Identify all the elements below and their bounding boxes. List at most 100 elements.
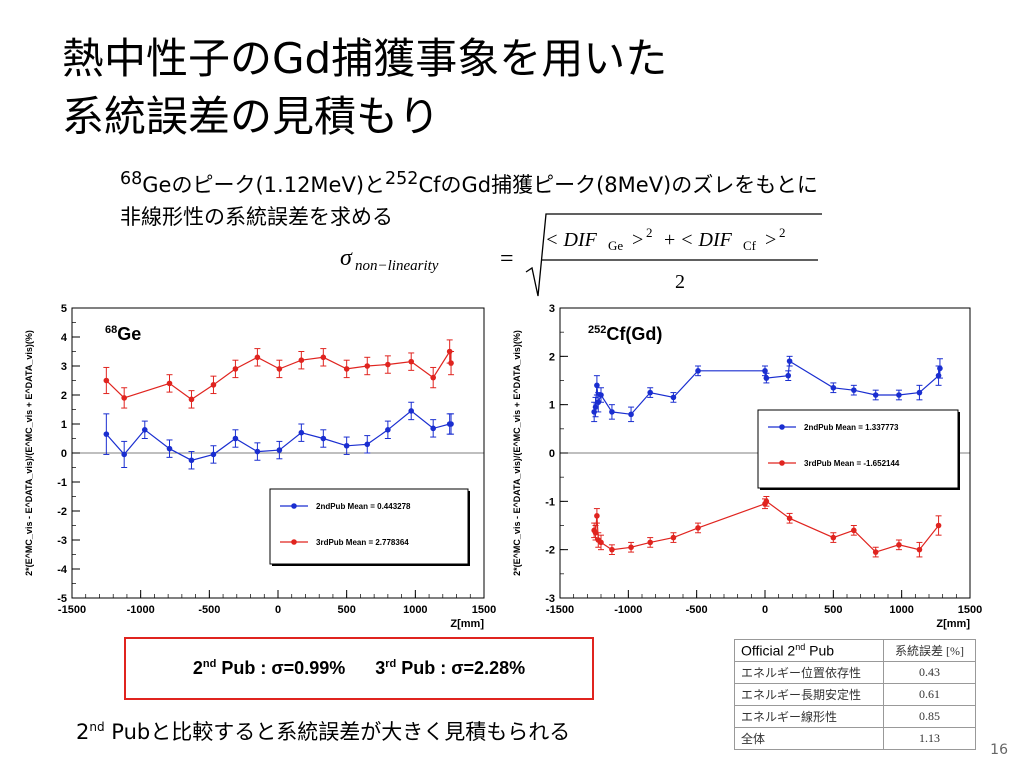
- second-pub-result: 2nd Pub : σ=0.99%: [192, 658, 346, 678]
- x-tick-label: 1000: [403, 604, 427, 616]
- data-point: [298, 429, 305, 436]
- y-tick-label: 0: [61, 448, 67, 460]
- data-point: [448, 360, 454, 366]
- legend-marker: [291, 503, 297, 509]
- x-axis-label: Z[mm]: [450, 618, 484, 630]
- table-header-label: Official 2nd Pub: [733, 639, 885, 662]
- slide-title: 熱中性子のGd捕獲事象を用いた 系統誤差の見積もり: [62, 30, 962, 146]
- data-point: [598, 392, 604, 398]
- y-tick-label: -2: [545, 545, 555, 557]
- data-point: [647, 539, 653, 546]
- data-point: [695, 525, 701, 531]
- data-point: [408, 358, 415, 365]
- y-tick-label: -3: [545, 593, 555, 605]
- cf-chart: -3 -2 -1 0 1 2 3 -1500 -1000 -500 0 500 1000 1500 Z[mm…: [510, 298, 990, 633]
- formula-num-t1: < DIF: [545, 229, 598, 251]
- data-point: [916, 389, 923, 396]
- third-pub-result: 3rd Pub : σ=2.28%: [375, 658, 526, 678]
- data-point: [430, 425, 436, 432]
- data-point: [430, 374, 436, 381]
- data-point: [763, 498, 770, 505]
- y-tick-label: -2: [57, 506, 67, 518]
- x-tick-label: 0: [762, 604, 768, 616]
- data-point: [786, 515, 793, 522]
- data-point: [188, 396, 195, 403]
- data-point: [254, 354, 261, 361]
- x-tick-label: 1500: [958, 604, 982, 616]
- sqrt-sign: [525, 213, 822, 297]
- chart-source-label: 252Cf(Gd): [588, 324, 662, 344]
- legend-box: [269, 488, 469, 565]
- x-tick-label: -1000: [614, 604, 642, 616]
- formula-num-t2: < DIF: [680, 229, 733, 251]
- table-row: エネルギー位置依存性 0.43: [733, 661, 976, 684]
- legend-marker: [291, 539, 297, 545]
- formula-num-gt2: >: [765, 229, 776, 251]
- data-point: [121, 451, 127, 458]
- y-tick-label: -1: [545, 496, 555, 508]
- formula-lhs: σ: [340, 245, 353, 271]
- data-point: [872, 549, 879, 555]
- sigma-formula: σ non−linearity = < DIF Ge > 2 + < DIF C…: [340, 213, 822, 297]
- table-row: 全体 1.13: [733, 727, 976, 750]
- y-tick-label: 4: [61, 332, 68, 344]
- data-point: [592, 404, 599, 410]
- data-point: [763, 375, 770, 381]
- y-tick-label: 3: [61, 361, 67, 373]
- y-tick-label: 2: [61, 390, 67, 402]
- data-point: [232, 366, 239, 372]
- data-point: [343, 366, 350, 372]
- x-tick-label: 1000: [889, 604, 913, 616]
- y-axis-label: 2*(E^MC_vis - E^DATA_vis)/(E^MC_vis + E^…: [24, 330, 34, 576]
- formula-num-t1-sub: Ge: [608, 238, 623, 253]
- official-2nd-pub-table: Official 2nd Pub 系統誤差 [%] エネルギー位置依存性 0.4…: [733, 639, 976, 750]
- table-header-row: Official 2nd Pub 系統誤差 [%]: [733, 639, 976, 662]
- subtitle-line-1: 68Geのピーク(1.12MeV)と252CfのGd捕獲ピーク(8MeV)のズレ…: [120, 163, 1000, 201]
- table-cell-label: エネルギー線形性: [733, 705, 885, 728]
- data-point: [937, 365, 943, 372]
- data-point: [408, 408, 415, 414]
- y-tick-label: -5: [57, 593, 67, 605]
- data-point: [872, 392, 879, 398]
- table-cell-value: 0.43: [883, 661, 976, 684]
- data-point: [785, 372, 792, 379]
- subtitle-line-2: 非線形性の系統誤差を求める: [120, 205, 393, 229]
- x-tick-label: -1500: [58, 604, 86, 616]
- formula-num-t2-sub: Cf: [743, 238, 757, 253]
- ge-chart: -5 -4 -3 -2 -1 0 1 2 3 4 5 -1500 -1000 -500 0 500 1000 15…: [10, 298, 500, 633]
- data-point: [609, 546, 615, 553]
- formula-plus: +: [664, 229, 675, 251]
- page-number: 16: [990, 742, 1008, 758]
- data-point: [916, 546, 923, 553]
- table-cell-label: エネルギー位置依存性: [733, 661, 885, 684]
- data-point: [762, 368, 768, 374]
- data-point: [609, 409, 615, 415]
- table-cell-label: エネルギー長期安定性: [733, 683, 885, 706]
- data-point: [103, 431, 110, 437]
- data-point: [320, 354, 327, 361]
- y-tick-label: 3: [549, 303, 555, 315]
- legend-label: 2ndPub Mean = 0.443278: [316, 502, 411, 511]
- data-point: [210, 451, 217, 458]
- x-tick-label: 1500: [472, 604, 496, 616]
- data-point: [896, 542, 902, 548]
- data-point: [786, 358, 793, 364]
- x-tick-label: -1500: [546, 604, 574, 616]
- data-point: [141, 427, 148, 433]
- y-tick-label: 0: [549, 448, 555, 460]
- y-tick-label: 5: [61, 303, 67, 315]
- data-point: [594, 513, 600, 519]
- table-cell-value: 0.85: [883, 705, 976, 728]
- cf-mass-number: 252: [385, 169, 419, 189]
- y-tick-label: 1: [61, 419, 67, 431]
- legend-box: [757, 409, 959, 489]
- data-point: [830, 534, 837, 541]
- data-point: [320, 435, 327, 442]
- data-point: [121, 395, 127, 401]
- title-line-2: 系統誤差の見積もり: [62, 92, 441, 141]
- series-line: [105, 410, 451, 461]
- cf-chart-svg: -3 -2 -1 0 1 2 3 -1500 -1000 -500 0 500 1000 1500 Z[mm…: [512, 303, 982, 630]
- data-point: [670, 534, 677, 541]
- data-point: [851, 527, 857, 534]
- x-tick-label: -500: [198, 604, 220, 616]
